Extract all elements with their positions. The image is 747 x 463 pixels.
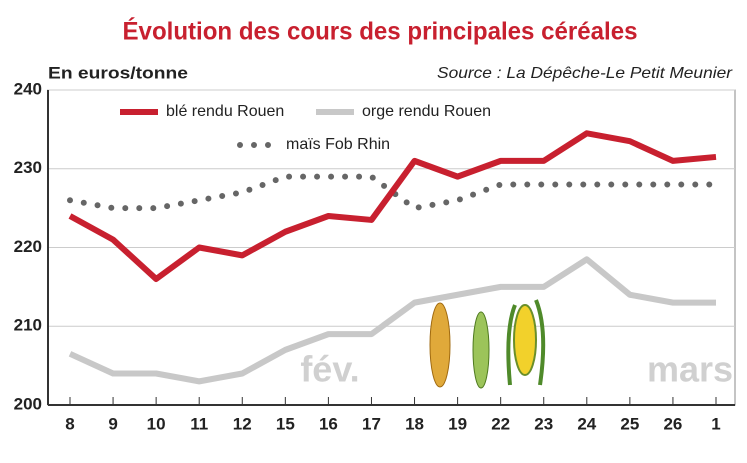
- chart-title: Évolution des cours des principales céré…: [123, 17, 638, 46]
- x-tick-label: 16: [319, 414, 338, 433]
- x-tick-label: 26: [663, 414, 682, 433]
- x-tick-label: 8: [65, 414, 74, 433]
- x-tick-label: 9: [108, 414, 117, 433]
- x-tick-label: 22: [491, 414, 510, 433]
- x-tick-label: 17: [362, 414, 381, 433]
- x-tick-label: 18: [405, 414, 424, 433]
- x-tick-label: 15: [276, 414, 295, 433]
- period-label: mars: [647, 349, 733, 390]
- legend-label: maïs Fob Rhin: [286, 136, 390, 153]
- x-tick-label: 10: [147, 414, 166, 433]
- y-tick-label: 230: [14, 158, 42, 177]
- y-tick-label: 240: [14, 79, 42, 98]
- period-label: fév.: [300, 349, 359, 390]
- x-tick-label: 12: [233, 414, 252, 433]
- y-axis-label: En euros/tonne: [48, 63, 188, 82]
- x-tick-label: 1: [711, 414, 720, 433]
- legend-label: orge rendu Rouen: [362, 103, 491, 120]
- series-line: [68, 130, 717, 282]
- x-tick-label: 19: [448, 414, 467, 433]
- x-tick-label: 24: [577, 414, 596, 433]
- grain-illustration: [429, 299, 546, 389]
- x-tick-label: 11: [190, 414, 208, 433]
- y-tick-label: 210: [14, 316, 42, 335]
- x-tick-label: 23: [534, 414, 553, 433]
- y-tick-label: 200: [14, 394, 42, 413]
- legend-label: blé rendu Rouen: [166, 103, 284, 120]
- x-tick-label: 25: [620, 414, 639, 433]
- series-line: [68, 256, 716, 385]
- source: Source : La Dépêche-Le Petit Meunier: [437, 65, 733, 82]
- y-tick-label: 220: [14, 237, 42, 256]
